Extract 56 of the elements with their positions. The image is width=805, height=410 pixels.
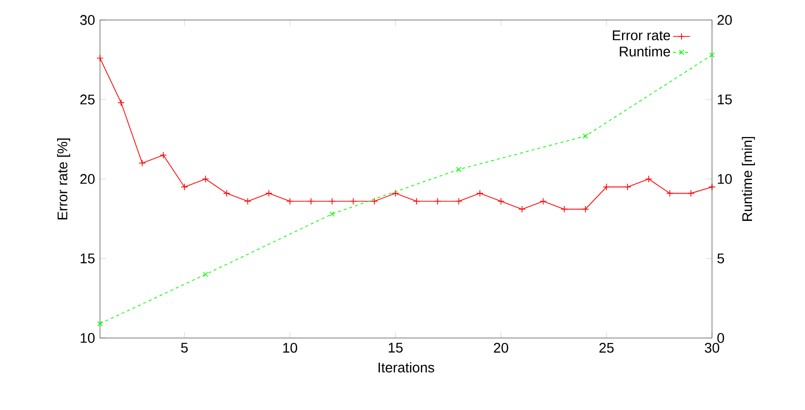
point — [286, 198, 294, 205]
point — [645, 175, 652, 183]
x-tick-label: 5 — [181, 342, 188, 353]
legend-label: Runtime — [620, 46, 670, 56]
y2-tick-label: 15 — [718, 94, 732, 104]
point — [497, 198, 505, 205]
y2-tick-label: 0 — [717, 333, 724, 343]
x-tick-label: 25 — [599, 342, 614, 353]
y2-tick-label: 10 — [718, 174, 732, 184]
point — [476, 190, 484, 197]
point — [518, 206, 526, 213]
x-tick-label: 30 — [704, 342, 720, 353]
point — [329, 211, 335, 217]
point — [307, 198, 315, 205]
point — [265, 190, 272, 197]
point — [582, 133, 588, 139]
point — [434, 198, 442, 205]
point — [456, 166, 462, 172]
point — [666, 190, 674, 197]
point — [328, 198, 336, 205]
point — [560, 206, 568, 213]
x-tick-label: 20 — [494, 342, 508, 353]
point — [350, 198, 357, 205]
y-tick-label: 30 — [80, 15, 95, 25]
point — [138, 160, 146, 167]
y-axis-title: Error rate [%] — [57, 138, 70, 220]
point — [624, 183, 632, 191]
point — [180, 183, 188, 191]
y2-tick-label: 5 — [717, 254, 724, 264]
point — [370, 198, 378, 205]
y2-tick-label: 20 — [718, 15, 732, 25]
point — [709, 52, 715, 58]
point — [392, 190, 400, 197]
point — [602, 183, 610, 191]
x-tick-label: 10 — [283, 342, 298, 353]
y2-axis-title: Runtime [min] — [742, 137, 755, 221]
point — [160, 152, 167, 159]
point — [540, 198, 547, 205]
point — [118, 99, 125, 106]
x-axis-title: Iterations — [378, 362, 434, 372]
point — [687, 190, 694, 197]
point — [455, 198, 462, 205]
point — [244, 198, 252, 205]
point — [97, 321, 103, 326]
point — [223, 190, 230, 197]
y-tick-label: 15 — [80, 254, 95, 264]
y-tick-label: 20 — [80, 174, 95, 184]
y-tick-label: 10 — [80, 333, 95, 343]
point — [202, 175, 210, 183]
point — [96, 54, 104, 62]
x-tick-label: 15 — [388, 342, 403, 353]
point — [202, 272, 208, 278]
legend-label: Error rate — [612, 30, 670, 40]
point — [582, 206, 589, 213]
point — [412, 198, 420, 205]
y-tick-label: 25 — [80, 94, 95, 104]
